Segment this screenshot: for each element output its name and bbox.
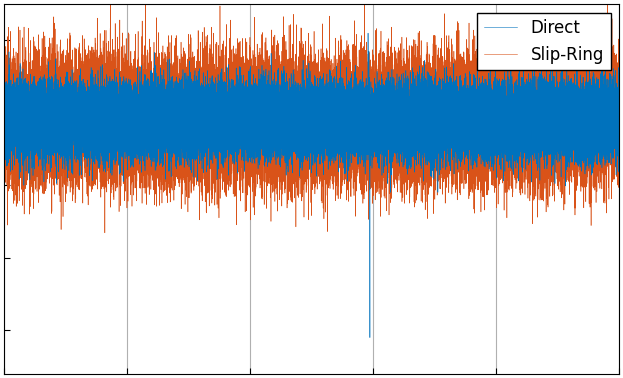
Slip-Ring [1,140,8,145]
Slip-Ring [334,127,341,131]
Slip-Ring [615,111,622,116]
Direct [148,94,156,98]
Slip-Ring [148,107,156,112]
Direct [364,31,372,36]
Direct [457,104,464,109]
Line: Slip-Ring: Slip-Ring [4,0,619,233]
Slip-Ring [457,135,464,139]
Direct [236,103,244,108]
Direct [42,106,50,111]
Direct [334,116,341,120]
Direct [366,335,374,340]
Slip-Ring [42,134,50,138]
Direct [371,76,378,80]
Line: Direct: Direct [4,33,619,338]
Legend: Direct, Slip-Ring: Direct, Slip-Ring [477,12,611,70]
Direct [1,121,8,126]
Direct [615,124,622,129]
Slip-Ring [101,231,108,235]
Slip-Ring [371,133,378,138]
Slip-Ring [236,141,244,146]
